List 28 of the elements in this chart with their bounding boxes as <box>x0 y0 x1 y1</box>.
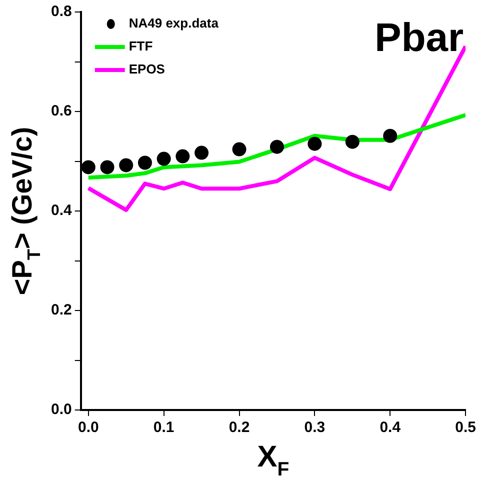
point <box>270 140 284 154</box>
x-tick-label: 0.1 <box>153 419 174 436</box>
point <box>345 134 360 149</box>
point <box>81 160 96 174</box>
point <box>232 142 246 156</box>
legend-label: NA49 exp.data <box>128 16 220 31</box>
y-tick-label: 0.6 <box>50 102 72 120</box>
y-axis-title: <PT> (GeV/c) <box>6 126 44 296</box>
y-tick-label: 0.4 <box>50 202 72 220</box>
point <box>156 152 171 166</box>
legend-label: EPOS <box>128 62 166 77</box>
point <box>194 146 209 160</box>
x-tick-label: 0.4 <box>380 419 402 436</box>
legend-label: FTF <box>128 38 153 54</box>
point <box>176 149 190 164</box>
x-tick-label: 0.3 <box>304 419 326 436</box>
point <box>138 156 152 170</box>
point <box>308 136 322 151</box>
x-tick-label: 0.5 <box>455 419 476 436</box>
x-tick-label: 0.0 <box>78 419 99 436</box>
chart-title: Pbar <box>374 16 464 60</box>
point <box>383 128 398 143</box>
point <box>119 158 134 172</box>
y-tick-label: 0.8 <box>50 3 72 20</box>
point <box>100 160 114 174</box>
x-tick-label: 0.2 <box>228 419 250 436</box>
y-tick-label: 0.0 <box>50 401 72 418</box>
y-tick-label: 0.2 <box>50 302 72 319</box>
